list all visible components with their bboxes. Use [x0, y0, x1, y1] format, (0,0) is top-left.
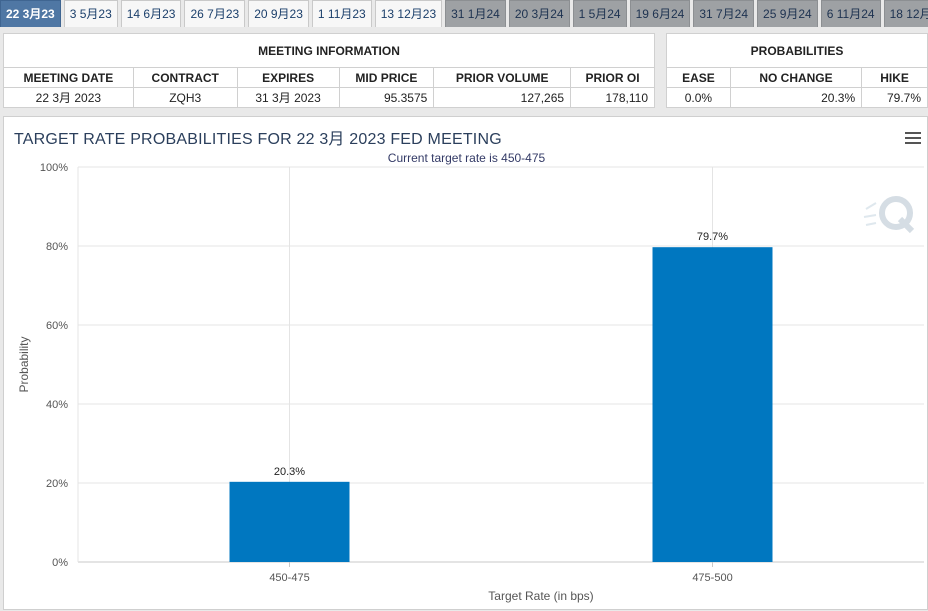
- col-hike: HIKE: [861, 67, 928, 88]
- bar-data-label: 79.7%: [697, 231, 728, 243]
- x-axis-title: Target Rate (in bps): [488, 589, 593, 603]
- prior-volume-value: 127,265: [433, 87, 572, 108]
- q-logo-icon: [863, 196, 915, 234]
- y-tick-label: 60%: [46, 320, 68, 332]
- col-prior-volume: PRIOR VOLUME: [433, 67, 572, 88]
- tab-meeting-date[interactable]: 6 11月24: [820, 0, 881, 27]
- mid-price-value: 95.3575: [338, 87, 435, 108]
- prior-oi-value: 178,110: [570, 87, 655, 108]
- tab-meeting-date[interactable]: 31 7月24: [693, 0, 755, 27]
- table-row: 0.0% 20.3% 79.7%: [666, 87, 928, 108]
- x-tick-label: 475-500: [692, 572, 732, 584]
- hamburger-menu-icon[interactable]: [905, 132, 921, 144]
- col-mid-price: MID PRICE: [338, 67, 435, 88]
- chart-title: TARGET RATE PROBABILITIES FOR 22 3月 2023…: [14, 131, 502, 148]
- tab-meeting-date[interactable]: 20 9月23: [248, 0, 309, 27]
- y-tick-label: 0%: [52, 557, 68, 569]
- col-expires: EXPIRES: [236, 67, 340, 88]
- tab-meeting-date[interactable]: 3 5月23: [63, 0, 118, 27]
- bar: [652, 247, 773, 562]
- col-prior-oi: PRIOR OI: [570, 67, 655, 88]
- meeting-date-value: 22 3月 2023: [3, 87, 134, 108]
- chart-subtitle: Current target rate is 450-475: [387, 151, 546, 165]
- ease-value: 0.0%: [666, 87, 731, 108]
- chart-panel: TARGET RATE PROBABILITIES FOR 22 3月 2023…: [3, 116, 928, 610]
- meeting-date-tabs: 22 3月23 3 5月23 14 6月23 26 7月23 20 9月23 1 11月2…: [0, 0, 928, 27]
- col-meeting-date: MEETING DATE: [3, 67, 134, 88]
- col-contract: CONTRACT: [132, 67, 238, 88]
- y-tick-label: 80%: [46, 241, 68, 253]
- probabilities-table: PROBABILITIES EASE NO CHANGE HIKE 0.0% 2…: [666, 33, 928, 108]
- hike-value: 79.7%: [861, 87, 928, 108]
- tab-meeting-date[interactable]: 31 1月24: [445, 0, 506, 27]
- y-tick-label: 40%: [46, 399, 68, 411]
- probabilities-heading: PROBABILITIES: [666, 33, 928, 68]
- probability-bar-chart: 0% 20% 40% 60% 80% 100% 20.3% 450-475 79.7% 475-5…: [17, 162, 924, 603]
- tab-meeting-date[interactable]: 26 7月23: [184, 0, 246, 27]
- tab-meeting-date[interactable]: 25 9月24: [757, 0, 818, 27]
- table-row: 22 3月 2023 ZQH3 31 3月 2023 95.3575 127,2…: [3, 87, 655, 108]
- col-ease: EASE: [666, 67, 731, 88]
- tab-meeting-date[interactable]: 18 12月24: [883, 0, 928, 27]
- y-tick-label: 20%: [46, 478, 68, 490]
- tab-meeting-date[interactable]: 14 6月23: [120, 0, 182, 27]
- tab-meeting-date[interactable]: 1 11月23: [311, 0, 372, 27]
- y-tick-label: 100%: [40, 162, 68, 174]
- no-change-value: 20.3%: [729, 87, 863, 108]
- meeting-information-heading: MEETING INFORMATION: [3, 33, 655, 68]
- x-tick-label: 450-475: [269, 572, 309, 584]
- col-no-change: NO CHANGE: [729, 67, 863, 88]
- contract-value: ZQH3: [132, 87, 238, 108]
- y-axis-title: Probability: [17, 336, 31, 392]
- bar-data-label: 20.3%: [274, 466, 305, 478]
- tab-meeting-date[interactable]: 22 3月23: [0, 0, 61, 27]
- tab-meeting-date[interactable]: 13 12月23: [374, 0, 443, 27]
- tab-meeting-date[interactable]: 19 6月24: [629, 0, 691, 27]
- expires-value: 31 3月 2023: [236, 87, 340, 108]
- meeting-information-table: MEETING INFORMATION MEETING DATE CONTRAC…: [3, 33, 655, 108]
- tab-meeting-date[interactable]: 1 5月24: [572, 0, 627, 27]
- tab-meeting-date[interactable]: 20 3月24: [508, 0, 570, 27]
- bar: [229, 481, 350, 562]
